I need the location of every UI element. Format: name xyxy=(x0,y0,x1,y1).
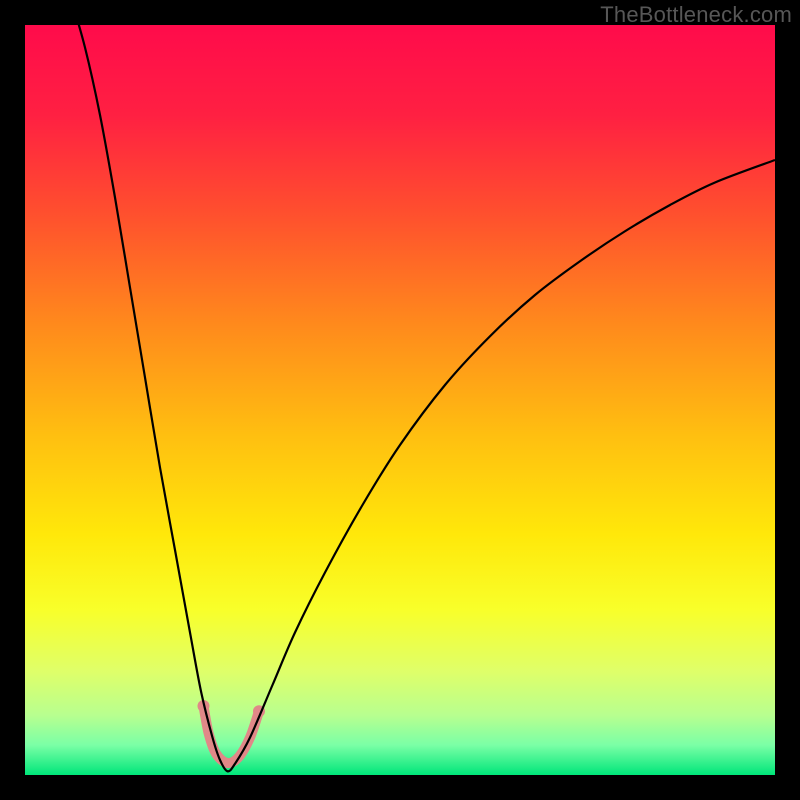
watermark-text: TheBottleneck.com xyxy=(600,2,792,28)
chart-container: TheBottleneck.com xyxy=(0,0,800,800)
chart-svg xyxy=(0,0,800,800)
gradient-background xyxy=(25,25,775,775)
